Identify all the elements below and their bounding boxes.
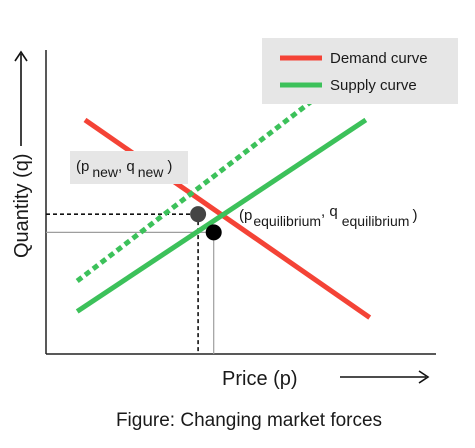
equilibrium-label-p: (p xyxy=(239,207,252,224)
new-point-label: (p new, q new) xyxy=(76,158,172,180)
new-point xyxy=(190,206,207,223)
equilibrium-label-q: , q xyxy=(321,203,338,220)
new-point-label-p: (p xyxy=(76,158,89,175)
x-axis-label: Price (p) xyxy=(222,368,298,390)
new-point-label-sub2: new xyxy=(138,164,165,180)
supply-curve-line xyxy=(75,117,368,314)
equilibrium-label-sub2: equilibrium xyxy=(342,213,410,229)
new-point-label-bg xyxy=(70,151,188,184)
legend-box xyxy=(262,38,458,104)
equilibrium-label-close: ) xyxy=(412,207,417,224)
legend-label-supply: Supply curve xyxy=(330,77,417,94)
shifted-supply-curve-line xyxy=(75,93,321,284)
equilibrium-point-label: (pequilibrium, qequilibrium) xyxy=(239,203,417,229)
y-axis-arrow-head xyxy=(14,50,28,62)
figure-caption: Figure: Changing market forces xyxy=(116,410,382,431)
new-point-label-sub1: new xyxy=(92,164,119,180)
new-point-label-close: ) xyxy=(167,158,172,175)
equilibrium-point xyxy=(205,224,222,241)
y-axis-label: Quantity (q) xyxy=(11,154,33,258)
x-axis-arrow-head xyxy=(418,370,430,384)
legend-label-demand: Demand curve xyxy=(330,50,428,67)
guide-lines xyxy=(46,213,215,354)
new-point-label-q: , q xyxy=(118,158,135,175)
points-group xyxy=(190,206,222,241)
equilibrium-label-sub1: equilibrium xyxy=(253,213,321,229)
